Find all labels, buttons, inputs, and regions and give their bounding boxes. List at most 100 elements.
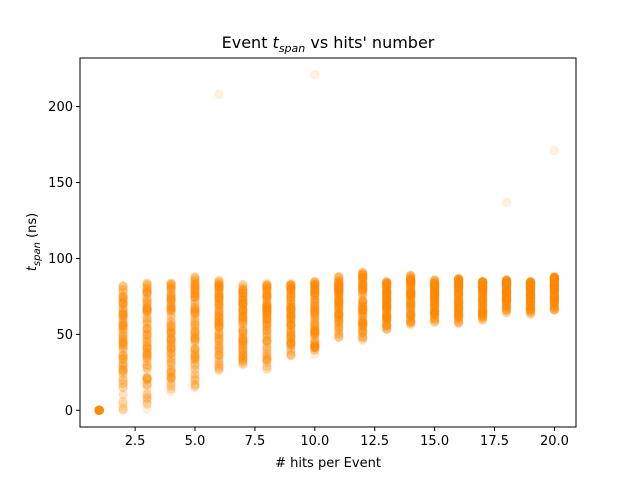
data-point [118,281,128,291]
data-point [166,294,176,304]
data-point [142,337,152,348]
data-point [166,321,176,332]
data-point [214,336,224,347]
y-tick-label: 150 [48,176,73,191]
data-point [310,288,320,298]
data-point [142,360,152,370]
data-point [118,397,128,407]
data-point [94,405,104,415]
data-point [334,294,344,304]
data-point [214,89,224,100]
data-point [190,326,200,337]
data-point [166,282,176,292]
data-point [142,284,152,294]
data-point [310,280,320,290]
data-point [501,286,512,297]
data-point [118,293,128,303]
data-point [190,343,200,353]
data-point [142,392,152,403]
data-point [166,343,176,353]
data-point [118,332,128,342]
data-point [142,279,152,289]
data-point [166,279,176,289]
data-point [142,325,152,335]
data-point [166,349,176,360]
data-point [118,325,128,335]
data-point [142,288,152,298]
data-point [142,363,152,373]
data-point [501,304,512,315]
data-point [166,358,176,368]
data-point [118,351,128,361]
data-point [142,340,152,350]
data-point [118,338,128,348]
data-point [166,329,176,339]
data-point [190,275,200,285]
data-point [142,393,152,403]
data-point [166,360,176,371]
data-point [190,291,200,301]
data-point [453,315,464,325]
data-point [166,353,176,363]
data-point [238,279,248,290]
data-point [118,343,128,354]
data-point [190,279,200,289]
data-point [166,337,176,347]
data-point [142,338,152,349]
data-point [190,296,200,306]
data-point [142,297,152,308]
data-point [190,336,200,347]
data-point [142,337,152,347]
data-point [166,372,176,382]
data-point [214,286,224,296]
data-point [166,309,176,319]
data-point [190,326,200,336]
data-point [166,289,176,299]
data-point [190,325,200,335]
data-point [166,283,176,294]
data-point [118,305,128,315]
data-point [358,269,368,280]
data-point [142,393,152,403]
data-point [190,316,200,327]
data-point [190,276,200,286]
data-point [142,306,152,316]
data-point [166,335,176,345]
data-point [166,285,176,296]
data-point [166,297,176,307]
data-point [166,336,176,346]
data-point [166,292,176,302]
data-point [118,362,128,373]
data-point [94,405,104,415]
data-point [142,320,152,330]
data-point [166,343,176,354]
data-point [118,342,128,352]
data-point [118,298,128,309]
data-point [142,316,152,326]
data-point [190,332,200,342]
data-point [190,281,200,292]
data-point [190,335,200,345]
data-point [190,305,200,315]
data-point [166,306,176,316]
data-point [166,340,176,350]
data-point [166,290,176,300]
data-point [118,309,128,319]
data-point [94,405,104,415]
data-point [142,325,152,335]
data-point [190,319,200,330]
data-point [190,292,200,303]
data-point [190,276,200,286]
data-point [166,328,176,339]
data-point [142,330,152,340]
data-point [118,341,128,351]
data-point [118,323,128,334]
y-tick-label: 50 [56,328,73,343]
data-point [142,297,152,308]
data-point [142,282,152,292]
data-point [142,344,152,354]
data-point [166,383,176,394]
data-point [334,309,344,319]
